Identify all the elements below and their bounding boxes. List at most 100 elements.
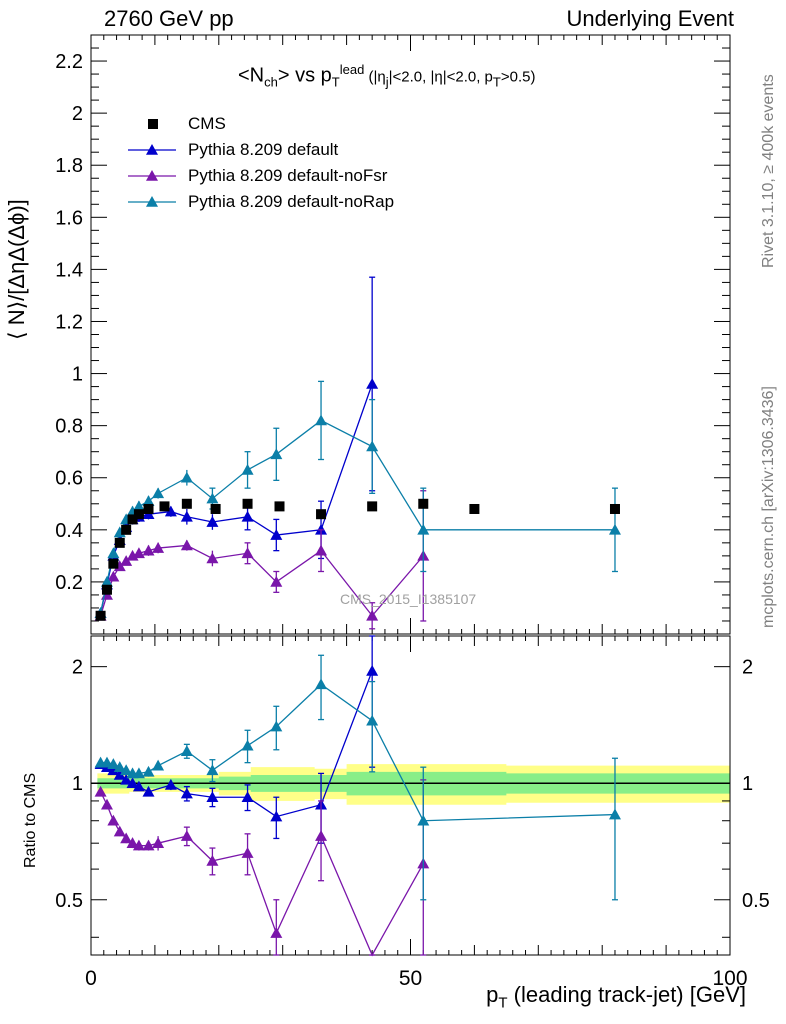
- x-axis-label: pT (leading track-jet) [GeV]: [486, 982, 746, 1011]
- marker-default: [107, 764, 120, 776]
- legend-cms-label: CMS: [188, 114, 226, 133]
- x-tick-label: 0: [85, 967, 97, 990]
- marker-noRap: [180, 745, 193, 756]
- marker-noFsr: [126, 837, 139, 848]
- marker-cms: [316, 509, 327, 520]
- marker-default: [366, 377, 379, 389]
- x-axis-label-rest: (leading track-jet) [GeV]: [507, 982, 746, 1007]
- marker-cms: [95, 610, 106, 621]
- y-tick-label: 0.2: [55, 572, 83, 594]
- marker-noFsr: [132, 547, 145, 559]
- title-p-sub: T: [331, 74, 340, 90]
- marker-default: [142, 785, 155, 797]
- marker-default: [366, 664, 379, 676]
- series-line-noRap: [99, 419, 615, 614]
- marker-noRap: [132, 767, 145, 779]
- marker-noFsr: [132, 839, 145, 851]
- marker-cms: [609, 503, 620, 514]
- marker-cms: [210, 503, 221, 514]
- y-tick-label: 1.8: [55, 155, 83, 177]
- marker-default: [113, 769, 126, 780]
- marker-cms: [159, 501, 170, 512]
- marker-default: [180, 787, 193, 799]
- y-tick-label: 2: [72, 103, 83, 125]
- marker-noFsr: [180, 539, 193, 551]
- marker-noFsr: [152, 542, 165, 553]
- ratio-y-tick-label: 2: [72, 657, 83, 679]
- marker-noRap: [241, 463, 254, 475]
- marker-noRap: [152, 487, 165, 499]
- marker-noFsr: [142, 839, 155, 851]
- marker-noRap: [152, 759, 165, 771]
- legend-default-label: Pythia 8.209 default: [188, 140, 339, 159]
- marker-default: [270, 810, 283, 822]
- y-tick-label: 2.2: [55, 51, 83, 73]
- marker-cms: [133, 509, 144, 520]
- y-tick-label: 0.4: [55, 520, 83, 542]
- marker-noRap: [417, 523, 430, 535]
- marker-default: [180, 510, 193, 522]
- y-tick-label: 1.2: [55, 311, 83, 333]
- title-cuts-sub2: T: [492, 74, 501, 90]
- legend-noFsr-marker: [146, 170, 158, 181]
- marker-cms: [101, 584, 112, 595]
- marker-default: [206, 516, 219, 527]
- marker-default: [164, 778, 177, 790]
- marker-noFsr: [142, 544, 155, 556]
- marker-noFsr: [113, 825, 126, 837]
- title-cuts-sub: j: [385, 74, 389, 90]
- title-cuts: (|η: [364, 68, 386, 86]
- y-tick-label: 0.8: [55, 416, 83, 438]
- marker-cms: [181, 498, 192, 509]
- marker-noRap: [100, 575, 113, 587]
- plot-title: <Nch> vs pTlead (|ηj|<2.0, |η|<2.0, pT>0…: [238, 62, 535, 90]
- marker-noFsr: [107, 570, 120, 582]
- title-cuts2: |<2.0, |η|<2.0, p: [388, 68, 493, 86]
- marker-noRap: [107, 758, 120, 769]
- legend-norap-label: Pythia 8.209 default-noRap: [188, 192, 395, 211]
- marker-noFsr: [241, 847, 254, 858]
- legend-nofsr-label: Pythia 8.209 default-noFsr: [188, 166, 388, 185]
- marker-cms: [114, 537, 125, 548]
- marker-noFsr: [206, 854, 219, 866]
- marker-cms: [367, 501, 378, 512]
- mcplots-label: mcplots.cern.ch [arXiv:1306.3436]: [760, 386, 777, 628]
- ratio-y-tick-label-right: 1: [742, 773, 753, 795]
- marker-cms: [143, 503, 154, 514]
- title-cuts3: >0.5): [500, 68, 536, 86]
- y-axis-label-main: ⟨ N⟩/[ΔηΔ(Δϕ)]: [4, 199, 29, 340]
- title-main-sub: ch: [264, 74, 278, 90]
- marker-noFsr: [206, 552, 219, 564]
- marker-default: [241, 510, 254, 522]
- marker-default: [241, 791, 254, 803]
- marker-noFsr: [270, 575, 283, 587]
- marker-noFsr: [152, 837, 165, 848]
- marker-default: [126, 777, 139, 789]
- marker-noFsr: [270, 927, 283, 938]
- marker-default: [206, 791, 219, 803]
- marker-noRap: [417, 814, 430, 826]
- marker-noRap: [180, 471, 193, 483]
- ratio-y-tick-label: 1: [72, 773, 83, 795]
- legend-noRap-marker: [146, 196, 158, 207]
- marker-noFsr: [107, 814, 120, 826]
- marker-noRap: [366, 714, 379, 726]
- header-right-label: Underlying Event: [566, 6, 734, 31]
- marker-noFsr: [94, 785, 107, 797]
- marker-cms: [127, 514, 138, 525]
- marker-noRap: [107, 547, 120, 559]
- legend-default-marker: [146, 144, 158, 155]
- marker-noFsr: [180, 830, 193, 841]
- rivet-version-label: Rivet 3.1.10, ≥ 400k events: [760, 74, 777, 268]
- x-axis-label-sub: T: [498, 994, 508, 1012]
- title-p-sup: lead: [339, 62, 365, 77]
- marker-noRap: [132, 500, 145, 512]
- marker-cms: [121, 524, 132, 535]
- marker-noFsr: [315, 830, 328, 841]
- marker-noFsr: [366, 609, 379, 621]
- marker-noRap: [608, 808, 621, 820]
- marker-noFsr: [241, 547, 254, 559]
- ratio-y-tick-label-right: 0.5: [742, 890, 770, 912]
- x-tick-label: 50: [399, 967, 422, 990]
